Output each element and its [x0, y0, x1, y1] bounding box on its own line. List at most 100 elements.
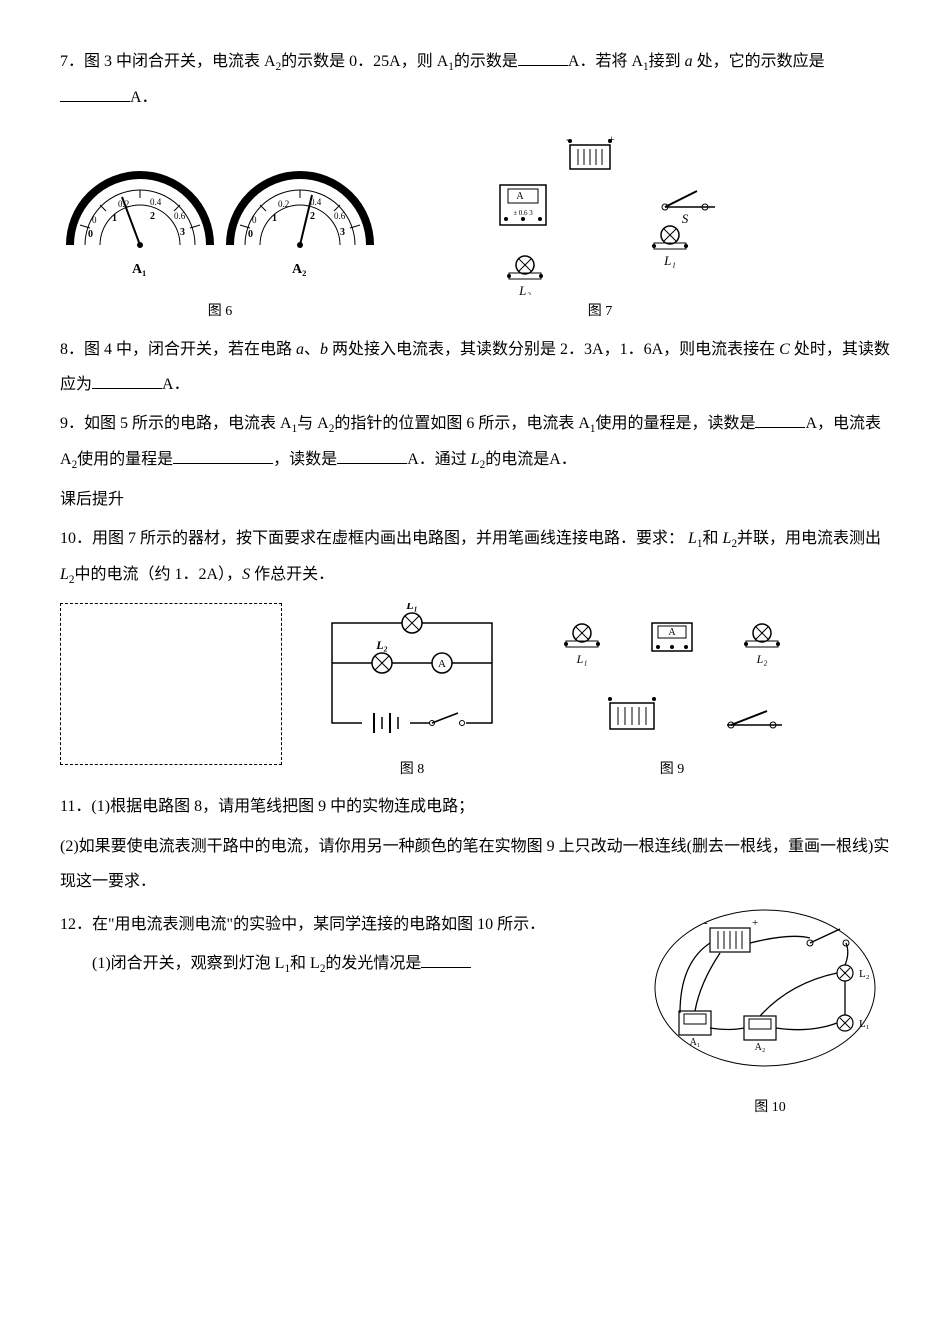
ammeter-dials-svg: 0 0.2 0.4 0.6 0 1 2 3 A₁	[60, 145, 380, 295]
question-11a: 11．(1)根据电路图 8，请用笔线把图 9 中的实物连成电路；	[60, 789, 890, 824]
circuit-7-svg: - + A ± 0.6 3 S	[470, 125, 730, 295]
svg-text:A: A	[668, 627, 676, 638]
q12-text-c: 和 L	[290, 955, 320, 972]
question-7: 7．图 3 中闭合开关，电流表 A2的示数是 0．25A，则 A1的示数是A．若…	[60, 44, 890, 115]
svg-text:0: 0	[248, 229, 253, 240]
q9-text-f: 使用的量程是	[77, 451, 173, 468]
q9-l2: L	[471, 451, 480, 468]
svg-text:0.6: 0.6	[334, 211, 346, 221]
svg-text:A₁: A₁	[690, 1037, 701, 1048]
q7-text-d: A．若将 A	[568, 53, 643, 70]
svg-text:3: 3	[340, 227, 345, 238]
q8-text-a: 8．图 4 中，闭合开关，若在电路	[60, 341, 296, 358]
q10-text-d: 中的电流（约 1．2A），	[75, 566, 243, 583]
q8-text-c: 两处接入电流表，其读数分别是 2．3A，1．6A，则电流表接在	[328, 341, 779, 358]
q8-text-e: A．	[162, 376, 190, 393]
figure-7: - + A ± 0.6 3 S	[470, 125, 730, 328]
svg-text:L₂: L₂	[375, 638, 388, 652]
svg-text:-: -	[704, 917, 708, 929]
q9-blank2	[173, 447, 273, 464]
q9-blank3	[337, 447, 407, 464]
figure-6: 0 0.2 0.4 0.6 0 1 2 3 A₁	[60, 145, 380, 328]
svg-text:L₁: L₁	[576, 652, 588, 666]
dashed-draw-box	[60, 603, 282, 778]
svg-text:A₁: A₁	[132, 262, 146, 277]
svg-text:A: A	[516, 191, 524, 202]
svg-text:0: 0	[88, 229, 93, 240]
svg-text:0.2: 0.2	[278, 199, 289, 209]
q12-text-d: 的发光情况是	[325, 955, 421, 972]
q9-blank1	[755, 411, 805, 428]
q8-b: b	[320, 341, 328, 358]
q9-text-d: 使用的量程是，读数是	[595, 415, 755, 432]
q7-text-a: 7．图 3 中闭合开关，电流表 A	[60, 53, 276, 70]
svg-text:A₂: A₂	[292, 262, 306, 277]
q10-s: S	[242, 566, 250, 583]
q9-text-c: 的指针的位置如图 6 所示，电流表 A	[334, 415, 590, 432]
q8-blank	[92, 372, 162, 389]
svg-text:0: 0	[92, 215, 97, 225]
svg-text:L₂: L₂	[756, 652, 768, 666]
q9-text-i: 的电流是A．	[485, 451, 577, 468]
figure-9: L₁ A L₂	[542, 603, 802, 786]
q12-row: 12．在"用电流表测电流"的实验中，某同学连接的电路如图 10 所示． (1)闭…	[60, 903, 890, 1124]
svg-text:L₁: L₁	[663, 253, 676, 268]
q7-text-f: 处，它的示数应是	[693, 53, 825, 70]
dashed-box	[60, 603, 282, 765]
q7-text-g: A．	[130, 89, 158, 106]
fig9-caption: 图 9	[542, 755, 802, 786]
svg-text:0.4: 0.4	[150, 197, 162, 207]
svg-text:3: 3	[180, 227, 185, 238]
circuit-10-svg: - + L₂ L₁	[650, 903, 880, 1073]
figure-row-2: L₁ L₂ A	[60, 603, 890, 786]
q10-text-b: 和	[703, 530, 723, 547]
q9-text-a: 9．如图 5 所示的电路，电流表 A	[60, 415, 292, 432]
q7-text-c: 的示数是	[454, 53, 518, 70]
section-title: 课后提升	[60, 482, 890, 517]
question-9: 9．如图 5 所示的电路，电流表 A1与 A2的指针的位置如图 6 所示，电流表…	[60, 406, 890, 478]
fig7-caption: 图 7	[470, 297, 730, 328]
svg-text:+: +	[608, 132, 615, 146]
svg-text:L₁: L₁	[859, 1018, 870, 1030]
question-12a: 12．在"用电流表测电流"的实验中，某同学连接的电路如图 10 所示．	[60, 907, 630, 942]
components-9-svg: L₁ A L₂	[542, 603, 802, 753]
q10-l1: L	[688, 530, 697, 547]
fig6-caption: 图 6	[60, 297, 380, 328]
svg-text:-: -	[566, 132, 570, 146]
q10-text-c: 并联，用电流表测出	[737, 530, 881, 547]
svg-text:A₂: A₂	[755, 1042, 766, 1053]
svg-text:S: S	[682, 211, 689, 226]
svg-text:L₂: L₂	[518, 283, 531, 295]
question-11b: (2)如果要使电流表测干路中的电流，请你用另一种颜色的笔在实物图 9 上只改动一…	[60, 829, 890, 899]
svg-text:A: A	[438, 658, 446, 670]
q9-text-h: A．通过	[407, 451, 471, 468]
question-10: 10．用图 7 所示的器材，按下面要求在虚框内画出电路图，并用笔画线连接电路．要…	[60, 521, 890, 593]
q7-text-e: 接到	[649, 53, 685, 70]
q10-l2b: L	[60, 566, 69, 583]
q7-blank2	[60, 85, 130, 102]
svg-text:2: 2	[310, 211, 315, 222]
svg-text:1: 1	[272, 213, 277, 224]
q7-blank1	[518, 49, 568, 66]
figure-8: L₁ L₂ A	[312, 603, 512, 786]
q7-italic-a: a	[685, 53, 693, 70]
q9-text-g: ，读数是	[273, 451, 337, 468]
fig8-caption: 图 8	[312, 755, 512, 786]
question-12b: (1)闭合开关，观察到灯泡 L1和 L2的发光情况是	[60, 946, 630, 982]
svg-text:2: 2	[150, 211, 155, 222]
q8-text-b: 、	[304, 341, 320, 358]
svg-text:1: 1	[112, 213, 117, 224]
svg-text:0.6: 0.6	[174, 211, 186, 221]
fig10-caption: 图 10	[650, 1093, 890, 1124]
svg-text:L₂: L₂	[859, 968, 870, 980]
q10-text-e: 作总开关．	[250, 566, 334, 583]
svg-text:L₁: L₁	[405, 603, 418, 612]
figure-row-1: 0 0.2 0.4 0.6 0 1 2 3 A₁	[60, 125, 890, 328]
svg-text:0: 0	[252, 215, 257, 225]
q9-text-b: 与 A	[297, 415, 329, 432]
q7-text-b: 的示数是 0．25A，则 A	[281, 53, 448, 70]
figure-10: - + L₂ L₁	[650, 903, 890, 1124]
q8-a: a	[296, 341, 304, 358]
q12-blank	[421, 951, 471, 968]
q8-c: C	[779, 341, 790, 358]
